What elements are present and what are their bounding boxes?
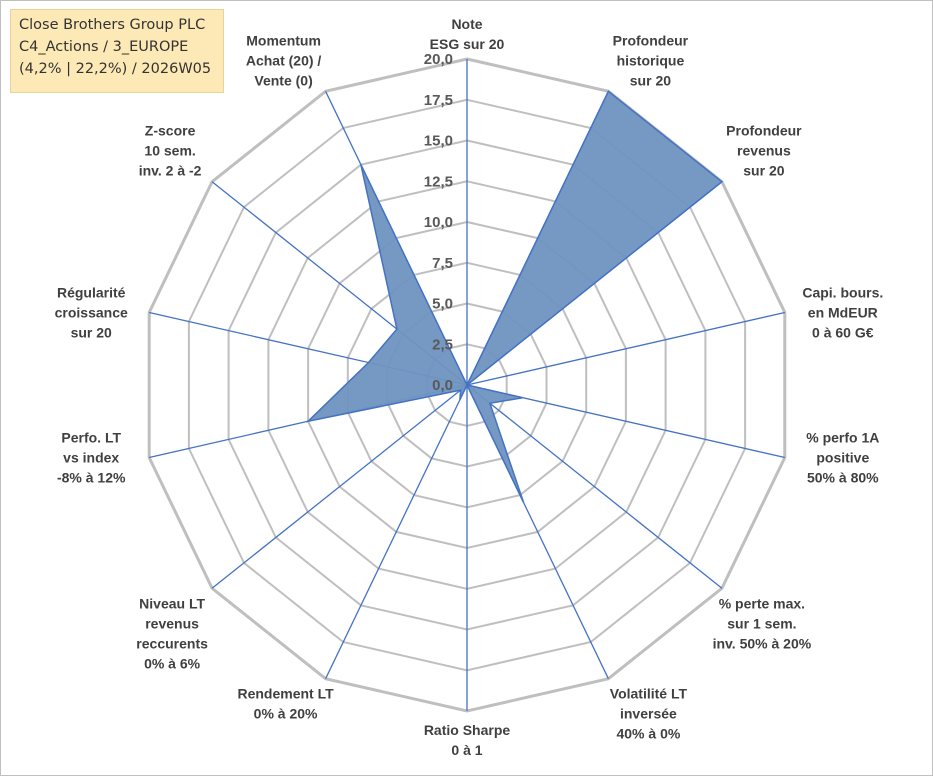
axis-label: Profondeur revenus sur 20 [726,123,802,179]
axis-label-line: 50% à 80% [807,470,879,486]
axis-label-line: -8% à 12% [57,470,126,486]
axis-label-line: revenus [145,615,199,631]
axis-label: Z-score 10 sem. inv. 2 à -2 [139,123,202,179]
chart-title-box: Close Brothers Group PLC C4_Actions / 3_… [10,9,224,93]
axis-label-line: 40% à 0% [616,726,680,742]
axis-label-line: Capi. bours. [802,285,883,301]
axis-label-line: Ratio Sharpe [424,722,511,738]
title-line-stats: (4,2% | 22,2%) / 2026W05 [19,61,212,77]
axis-spoke [466,384,723,589]
axis-label-line: Perfo. LT [61,430,121,446]
tick-label: 5,0 [432,296,453,313]
tick-label: 12,5 [424,173,453,190]
axis-label-line: sur 20 [630,72,671,88]
axis-label-line: Z-score [145,123,196,139]
axis-spoke [211,384,468,589]
axis-label-line: % perfo 1A [806,430,879,446]
axis-label-line: Momentum [246,32,321,48]
axis-label: Régularité croissance sur 20 [55,285,128,341]
radar-series [305,90,724,503]
axis-spoke [466,311,785,386]
axis-label: Profondeur historique sur 20 [613,32,689,88]
axis-label-line: Note [451,16,482,32]
axis-label-line: % perte max. [719,595,805,611]
axis-label-line: 0 à 60 G€ [812,325,874,341]
tick-label: 10,0 [424,214,453,231]
radar-axis-labels: Note ESG sur 20 Profondeur historique sur 20… [55,16,884,758]
axis-label-line: Volatilité LT [610,686,688,702]
axis-label-line: positive [816,450,869,466]
axis-label-line: sur 20 [743,163,784,179]
axis-label-line: 0% à 6% [144,655,201,671]
tick-label: 7,5 [432,255,453,272]
axis-label-line: Profondeur [613,32,689,48]
axis-label-line: 0 à 1 [451,742,482,758]
axis-label: Ratio Sharpe 0 à 1 [424,722,511,758]
axis-label-line: 10 sem. [144,143,195,159]
axis-label-line: Régularité [57,285,126,301]
tick-label: 20,0 [424,51,453,68]
tick-label: 2,5 [432,336,453,353]
tick-label: 15,0 [424,133,453,150]
axis-label: Perfo. LT vs index -8% à 12% [57,430,126,486]
axis-spoke [325,384,468,679]
axis-label-line: Niveau LT [139,595,205,611]
axis-label-line: en MdEUR [808,305,878,321]
axis-label-line: inv. 50% à 20% [713,635,812,651]
axis-label-line: reccurents [136,635,208,651]
axis-label-line: revenus [737,143,791,159]
axis-label-line: Profondeur [726,123,802,139]
title-line-company: Close Brothers Group PLC [19,17,206,33]
axis-label-line: inv. 2 à -2 [139,163,202,179]
axis-label-line: vs index [63,450,119,466]
axis-label: Capi. bours. en MdEUR 0 à 60 G€ [802,285,883,341]
axis-label-line: sur 20 [71,325,112,341]
axis-label-line: Vente (0) [254,72,312,88]
axis-label-line: Rendement LT [237,686,334,702]
axis-label: Note ESG sur 20 [430,16,505,52]
axis-label: % perfo 1A positive 50% à 80% [806,430,879,486]
axis-label-line: Achat (20) / [246,52,322,68]
title-line-category: C4_Actions / 3_EUROPE [19,39,189,55]
tick-label: 0,0 [432,377,453,394]
axis-label: Momentum Achat (20) / Vente (0) [246,32,322,88]
axis-label: % perte max. sur 1 sem. inv. 50% à 20% [713,595,812,651]
axis-label-line: croissance [55,305,128,321]
axis-label-line: 0% à 20% [254,706,318,722]
axis-label: Volatilité LT inversée 40% à 0% [610,686,688,742]
tick-label: 17,5 [424,92,453,109]
axis-label-line: historique [617,52,685,68]
radar-tick-labels: 0,0 2,5 5,0 7,5 10,0 12,5 15,0 17,5 20,0 [424,51,453,394]
axis-label-line: ESG sur 20 [430,36,505,52]
axis-label: Rendement LT 0% à 20% [237,686,334,722]
axis-label: Niveau LT revenus reccurents 0% à 6% [136,595,208,671]
axis-label-line: sur 1 sem. [727,615,796,631]
axis-label-line: inversée [620,706,677,722]
